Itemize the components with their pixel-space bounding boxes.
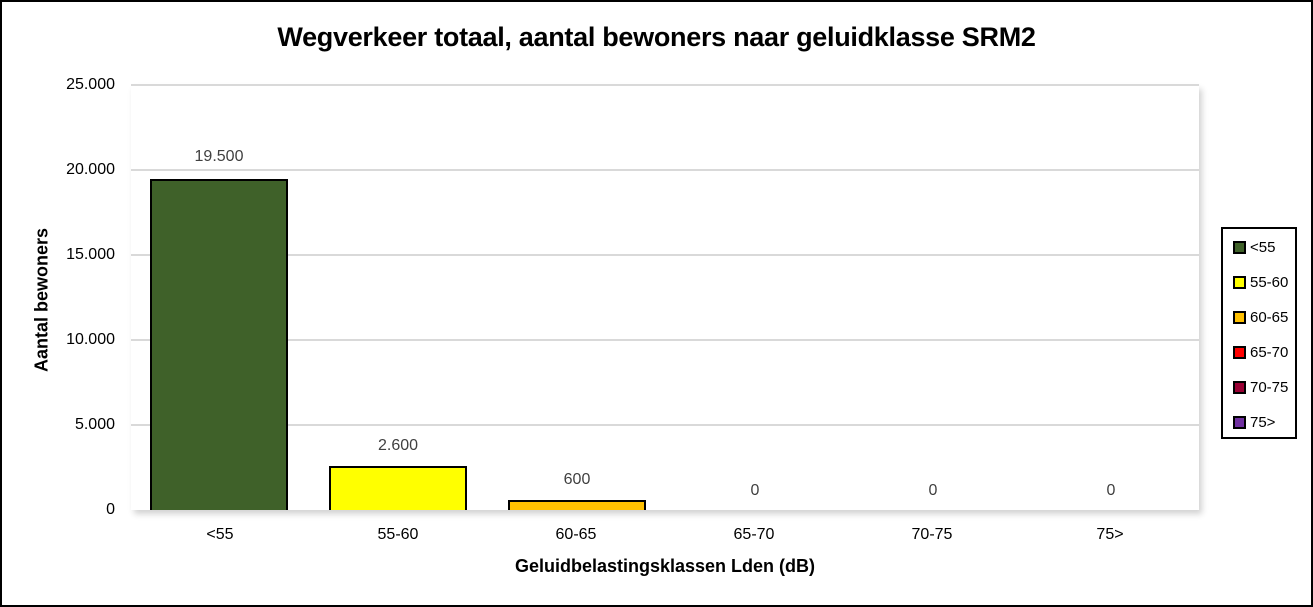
value-label: 2.600 (377, 437, 419, 454)
legend-item[interactable]: <55 (1233, 237, 1275, 257)
legend-item[interactable]: 65-70 (1233, 342, 1288, 362)
legend-label: 55-60 (1250, 273, 1289, 291)
y-tick-label: 10.000 (66, 331, 115, 348)
legend-label: 65-70 (1250, 343, 1289, 361)
y-tick-label: 0 (106, 501, 115, 518)
legend-swatch-icon (1233, 275, 1246, 289)
y-axis-label: Aantal bewoners (31, 227, 52, 373)
legend-swatch-icon (1233, 415, 1246, 429)
legend-item[interactable]: 55-60 (1233, 272, 1288, 292)
bar-55-60[interactable] (329, 465, 467, 510)
legend-swatch-icon (1233, 380, 1246, 394)
plot-area: 19.500 2.600 600 0 0 0 (131, 84, 1199, 510)
value-label: 19.500 (194, 148, 244, 165)
gridline (131, 169, 1199, 171)
legend-item[interactable]: 70-75 (1233, 377, 1288, 397)
legend-label: <55 (1250, 238, 1276, 256)
x-tick-label: 65-70 (733, 526, 775, 543)
y-tick-label: 15.000 (66, 246, 115, 263)
bar-lt55[interactable] (150, 178, 288, 510)
value-label: 0 (928, 482, 938, 499)
legend-label: 75> (1250, 413, 1276, 431)
value-label: 0 (750, 482, 760, 499)
value-label: 600 (563, 471, 591, 488)
x-axis-label: Geluidbelastingsklassen Lden (dB) (514, 556, 816, 576)
legend-item[interactable]: 60-65 (1233, 307, 1288, 327)
value-label: 0 (1106, 482, 1116, 499)
legend-label: 70-75 (1250, 378, 1289, 396)
legend-swatch-icon (1233, 240, 1246, 254)
x-tick-label: 60-65 (555, 526, 597, 543)
gridline (131, 84, 1199, 86)
legend: <55 55-60 60-65 65-70 70-75 75> (1221, 227, 1297, 439)
y-tick-label: 20.000 (66, 161, 115, 178)
bar-60-65[interactable] (508, 499, 646, 510)
legend-swatch-icon (1233, 310, 1246, 324)
chart-title: Wegverkeer totaal, aantal bewoners naar … (277, 22, 1036, 52)
gridline (131, 339, 1199, 341)
x-tick-label: 70-75 (911, 526, 953, 543)
x-tick-label: <55 (206, 526, 234, 543)
legend-label: 60-65 (1250, 308, 1289, 326)
y-tick-label: 5.000 (74, 416, 115, 433)
y-tick-label: 25.000 (66, 76, 115, 93)
gridline (131, 254, 1199, 256)
legend-item[interactable]: 75> (1233, 412, 1275, 432)
gridline (131, 424, 1199, 426)
legend-swatch-icon (1233, 345, 1246, 359)
x-tick-label: 55-60 (377, 526, 419, 543)
x-tick-label: 75> (1096, 526, 1124, 543)
